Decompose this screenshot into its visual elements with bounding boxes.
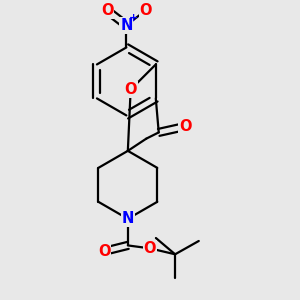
Text: O: O — [98, 244, 110, 259]
Text: N: N — [120, 18, 133, 33]
Text: O: O — [124, 82, 137, 97]
Text: O: O — [139, 3, 152, 18]
Text: +: + — [129, 13, 138, 23]
Text: O: O — [179, 119, 192, 134]
Text: O: O — [101, 3, 113, 18]
Text: N: N — [122, 211, 134, 226]
Text: O: O — [144, 241, 156, 256]
